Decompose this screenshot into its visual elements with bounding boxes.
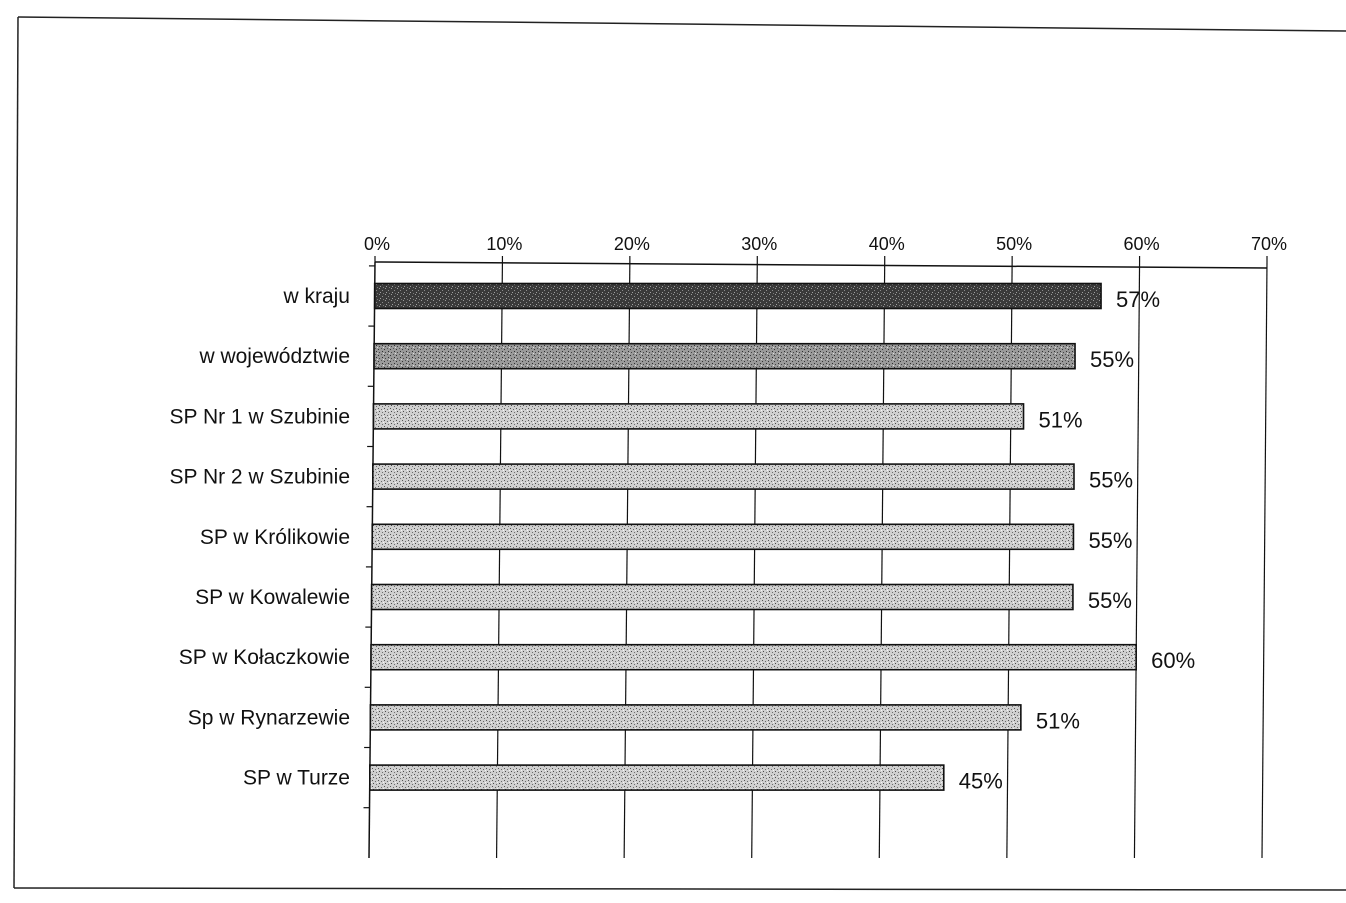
bar-7 (370, 643, 1137, 671)
bar-8 (369, 704, 1022, 731)
labels: w kraju 57% w województwie 55% SP Nr 1 w Szu… (169, 285, 1195, 794)
bar-4 (372, 463, 1075, 490)
x-tick-label: 20% (614, 234, 650, 254)
value-label: 55% (1088, 588, 1132, 613)
value-label: 45% (959, 769, 1003, 794)
value-label: 55% (1089, 468, 1133, 493)
frame-bottom-border (13, 887, 1346, 891)
value-label: 55% (1088, 528, 1132, 553)
category-label: w kraju (282, 285, 350, 308)
frame-top-border (17, 16, 1346, 32)
bar-5 (371, 523, 1075, 551)
axes: 0% 10% 20% 30% 40% 50% 60% 70% (363, 234, 1287, 859)
bars (369, 282, 1137, 791)
value-label: 51% (1036, 708, 1080, 733)
bar-9 (369, 764, 945, 791)
x-tick-label: 60% (1124, 234, 1160, 254)
category-label: w województwie (198, 345, 350, 368)
bar-3 (372, 403, 1025, 430)
x-tick-label: 40% (869, 234, 905, 254)
category-label: SP w Kołaczkowie (179, 646, 350, 669)
value-label: 55% (1090, 347, 1134, 372)
frame-left-border (13, 16, 19, 889)
x-axis-line (374, 261, 1268, 269)
bar-2 (373, 342, 1076, 370)
category-label: SP w Królikowie (200, 526, 350, 549)
x-tick-label: 30% (741, 234, 777, 254)
value-label: 57% (1116, 287, 1160, 312)
x-tick-label: 0% (364, 234, 390, 254)
gridline-60 (1133, 261, 1141, 859)
value-label: 51% (1039, 407, 1083, 432)
x-tick-label: 50% (996, 234, 1032, 254)
bar-6 (370, 583, 1074, 611)
category-label: Sp w Rynarzewie (188, 706, 350, 729)
x-tick-label: 10% (486, 234, 522, 254)
category-label: SP w Kowalewie (195, 586, 350, 609)
category-label: SP Nr 1 w Szubinie (169, 405, 350, 428)
bar-1 (373, 282, 1102, 310)
category-label: SP Nr 2 w Szubinie (169, 466, 350, 489)
x-tick-label: 70% (1251, 234, 1287, 254)
value-label: 60% (1151, 648, 1195, 673)
gridline-70 (1261, 261, 1268, 859)
category-label: SP w Turze (243, 767, 350, 790)
